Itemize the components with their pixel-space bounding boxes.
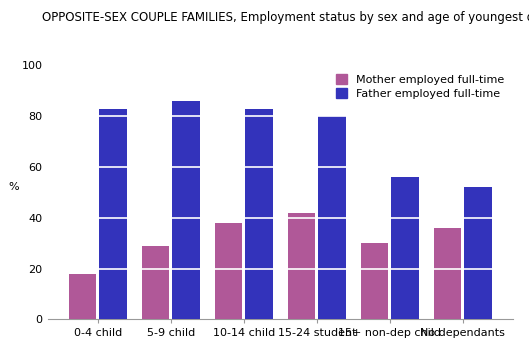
Y-axis label: %: % [8, 182, 19, 192]
Bar [245, 109, 273, 319]
Legend: Mother employed full-time, Father employed full-time: Mother employed full-time, Father employ… [333, 71, 507, 102]
Bar [288, 213, 315, 319]
Bar [434, 228, 461, 319]
Text: OPPOSITE-SEX COUPLE FAMILIES, Employment status by sex and age of youngest depen: OPPOSITE-SEX COUPLE FAMILIES, Employment… [42, 11, 529, 24]
Bar [99, 109, 127, 319]
Bar [464, 187, 492, 319]
Bar [69, 274, 96, 319]
Bar [391, 177, 419, 319]
Bar [361, 243, 388, 319]
Bar [215, 223, 242, 319]
Bar [142, 246, 169, 319]
Bar [172, 101, 200, 319]
Bar [318, 116, 346, 319]
